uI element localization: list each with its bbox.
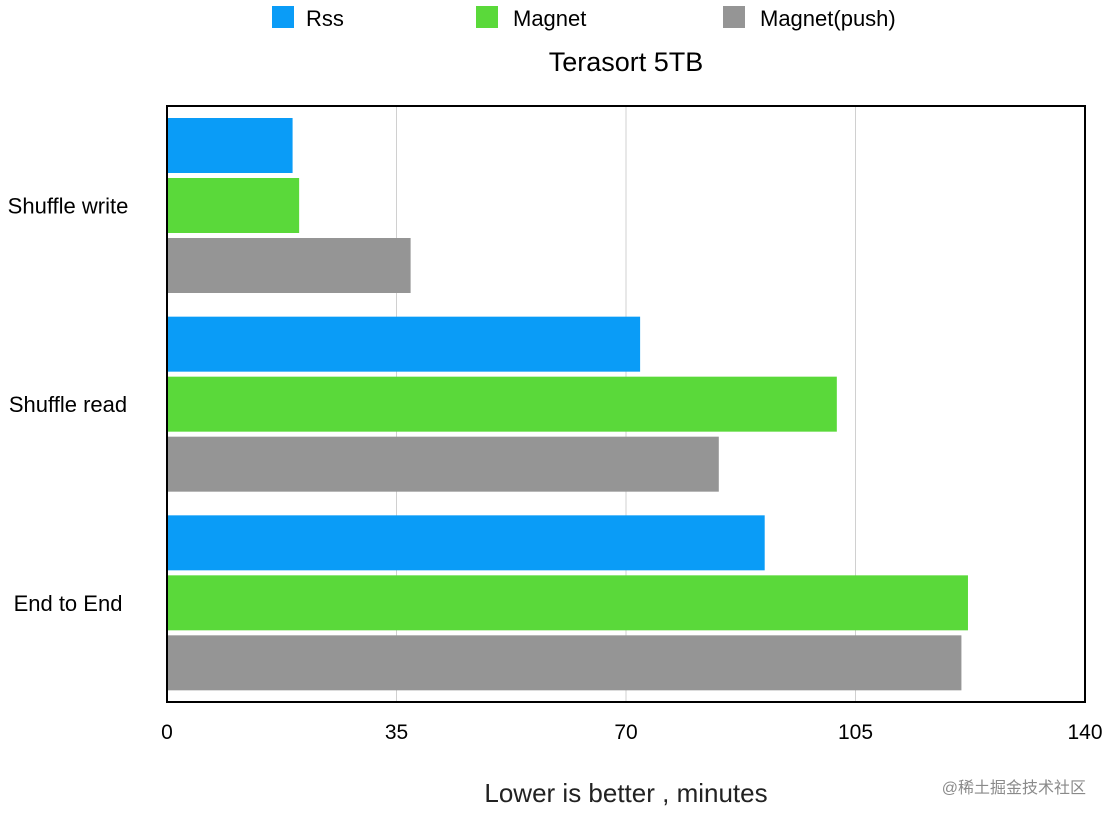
category-label-shuffle-read: Shuffle read xyxy=(9,392,127,417)
bar-end-to-end-magnet xyxy=(168,575,968,631)
x-tick-label: 140 xyxy=(1067,721,1102,744)
category-labels: Shuffle write Shuffle read End to End xyxy=(8,194,129,616)
bar-shuffle-write-magnet xyxy=(168,178,300,233)
plot-frame xyxy=(166,105,1086,703)
tick-labels: 0 35 70 105 140 xyxy=(161,721,1102,744)
bars xyxy=(168,118,968,691)
bar-shuffle-read-magnet xyxy=(168,376,837,432)
x-tick-label: 0 xyxy=(161,721,173,744)
x-axis-label: Lower is better , minutes xyxy=(484,778,767,808)
bar-shuffle-read-rss xyxy=(168,316,641,372)
bar-shuffle-write-rss xyxy=(168,118,293,173)
category-label-end-to-end: End to End xyxy=(14,591,123,616)
bar-shuffle-read-magnet-push- xyxy=(168,436,719,492)
category-label-shuffle-write: Shuffle write xyxy=(8,194,129,219)
legend-label-rss: Rss xyxy=(306,6,344,31)
bar-end-to-end-rss xyxy=(168,515,765,571)
bar-end-to-end-magnet-push- xyxy=(168,635,962,691)
legend-swatch-magnet-push xyxy=(723,6,745,28)
x-tick-label: 105 xyxy=(838,721,873,744)
x-tick-label: 70 xyxy=(614,721,637,744)
x-tick-label: 35 xyxy=(385,721,408,744)
chart-title: Terasort 5TB xyxy=(549,47,704,77)
watermark: @稀土掘金技术社区 xyxy=(942,779,1086,797)
legend-label-magnet-push: Magnet(push) xyxy=(760,6,896,31)
bar-shuffle-write-magnet-push- xyxy=(168,238,411,293)
legend-swatch-magnet xyxy=(476,6,498,28)
legend-label-magnet: Magnet xyxy=(513,6,586,31)
legend-swatch-rss xyxy=(272,6,294,28)
legend: Rss Magnet Magnet(push) xyxy=(272,6,896,31)
